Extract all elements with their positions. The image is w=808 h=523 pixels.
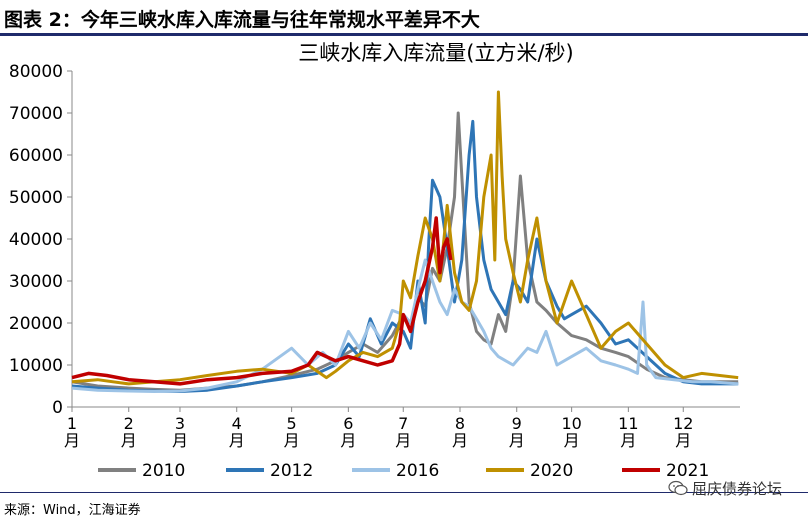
source-note: 来源：Wind，江海证券 [4, 503, 141, 518]
chart-title: 三峡水库入库流量(立方米/秒) [298, 41, 573, 65]
watermark-text: 屈庆债券论坛 [691, 480, 782, 498]
watermark: 屈庆债券论坛 [668, 478, 782, 500]
figure-header: 图表 2：今年三峡水库入库流量与往年常规水平差异不大 [0, 0, 808, 36]
series-line-2020 [71, 90, 739, 386]
y-tick-label: 80000 [9, 62, 63, 82]
legend-label-2016: 2016 [396, 461, 439, 481]
wechat-icon [668, 480, 688, 500]
figure-label: 图表 2：今年三峡水库入库流量与往年常规水平差异不大 [4, 9, 480, 31]
series-line-2016 [71, 258, 739, 393]
x-tick-label: 12 月 [673, 414, 693, 450]
line-chart: 三峡水库入库流量(立方米/秒) 0 10000 20000 30000 40000 5000… [9, 41, 740, 481]
legend-label-2010: 2010 [142, 461, 185, 481]
footer-rule [0, 492, 808, 493]
y-tick-label: 0 [52, 398, 63, 418]
y-tick-label: 40000 [9, 230, 63, 250]
y-tick-label: 30000 [9, 272, 63, 292]
y-tick-label: 60000 [9, 146, 63, 166]
series-line-2021 [71, 216, 453, 386]
legend-label-2020: 2020 [530, 461, 573, 481]
y-tick-label: 10000 [9, 356, 63, 376]
x-tick-label: 11 月 [618, 414, 638, 450]
legend-label-2012: 2012 [270, 461, 313, 481]
y-tick-label: 50000 [9, 188, 63, 208]
y-tick-label: 20000 [9, 314, 63, 334]
x-tick-label: 10 月 [561, 414, 581, 450]
header-rule [0, 33, 808, 36]
y-tick-label: 70000 [9, 104, 63, 124]
series-line-2012 [71, 119, 739, 393]
legend-label-2021: 2021 [666, 461, 709, 481]
